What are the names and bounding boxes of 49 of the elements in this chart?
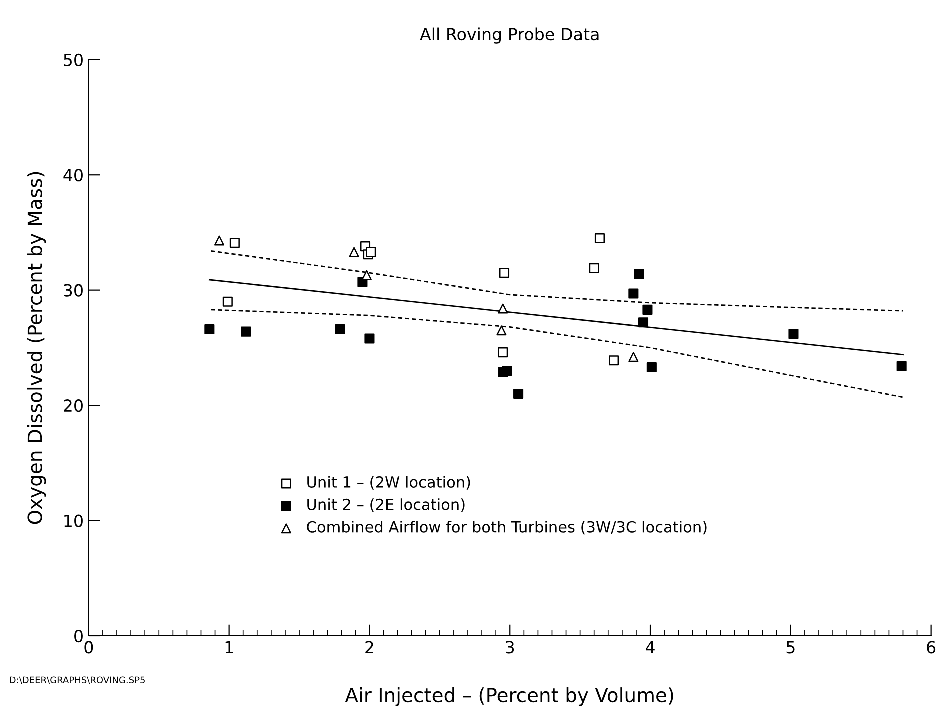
legend-label: Unit 2 – (2E location): [308, 498, 465, 512]
legend-label: Combined Airflow for both Turbines (3W/3C location): [307, 521, 707, 535]
point: [364, 334, 375, 344]
x-tick-label: 1: [226, 641, 234, 654]
y-tick-label: 50: [64, 54, 83, 66]
point: [896, 361, 907, 372]
point: [498, 304, 508, 314]
point: [496, 326, 507, 336]
point: [366, 247, 376, 258]
legend-label: Unit 1 – (2W location): [308, 476, 470, 490]
point: [214, 236, 225, 246]
point: [362, 270, 372, 280]
point: [514, 389, 524, 400]
point: [638, 318, 649, 328]
x-tick-label: 0: [84, 641, 94, 654]
x-tick-label: 3: [506, 641, 514, 654]
point: [788, 329, 799, 340]
x-tick-label: 2: [366, 641, 374, 654]
point: [241, 326, 252, 337]
x-axis-title: Air Injected – (Percent by Volume): [345, 688, 674, 706]
y-tick-label: 40: [64, 169, 83, 182]
line-series: [210, 309, 904, 398]
x-tick-label: 4: [646, 641, 655, 654]
x-tick-label: 5: [786, 641, 795, 654]
point: [349, 247, 360, 258]
point: [628, 288, 639, 299]
point: [204, 324, 215, 335]
point: [589, 263, 600, 274]
point: [222, 296, 233, 307]
point: [646, 362, 657, 373]
y-axis-title: Oxygen Dissolved (Percent by Mass): [27, 172, 46, 524]
point: [230, 238, 240, 248]
point: [502, 366, 512, 376]
chart-title: All Roving Probe Data: [420, 28, 599, 44]
point: [498, 348, 508, 358]
point: [634, 269, 644, 280]
point: [594, 233, 605, 244]
y-tick-label: 30: [64, 284, 83, 297]
line-series: [210, 250, 904, 312]
point: [609, 356, 620, 366]
point: [628, 352, 639, 362]
point: [335, 324, 346, 335]
y-tick-label: 20: [64, 400, 83, 412]
point: [642, 304, 653, 315]
point: [499, 268, 510, 278]
text: D:\DEER\GRAPHS\ROVING.SP5: [10, 676, 145, 684]
y-tick-label: 0: [74, 630, 83, 643]
y-tick-label: 10: [64, 514, 83, 528]
x-tick-label: 6: [927, 641, 936, 654]
